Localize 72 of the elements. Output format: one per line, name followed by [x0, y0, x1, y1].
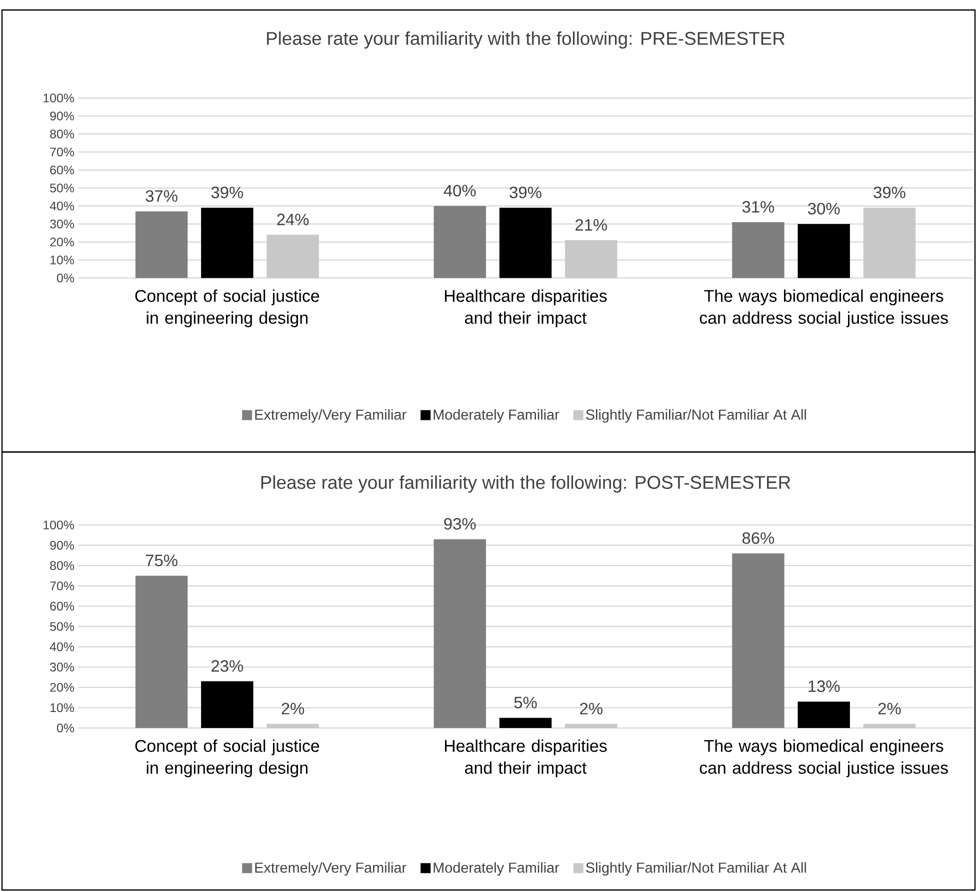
bar: [798, 224, 850, 278]
y-tick-label: 90%: [50, 540, 74, 550]
data-label: 37%: [146, 190, 178, 202]
bar: [732, 222, 784, 278]
data-label: 21%: [576, 219, 607, 231]
legend-label: Extremely/Very Familiar: [255, 409, 406, 423]
bar: [499, 718, 552, 728]
bar: [434, 539, 486, 728]
bar: [201, 681, 254, 728]
data-label: 13%: [808, 680, 840, 692]
data-label: 2%: [282, 702, 304, 714]
y-tick-label: 90%: [50, 112, 74, 120]
x-tick-label: Concept of social justice in engineering design: [135, 740, 320, 778]
y-tick-label: 80%: [50, 561, 74, 570]
bar: [266, 724, 319, 728]
bar: [266, 234, 319, 278]
x-tick-label: The ways biomedical engineers can address social justice issues: [700, 740, 948, 778]
y-tick-label: 80%: [50, 130, 74, 138]
y-tick-label: 70%: [50, 148, 74, 156]
data-label: 2%: [580, 702, 602, 714]
y-tick-label: 30%: [50, 220, 74, 228]
y-tick-label: 10%: [50, 256, 74, 264]
data-label: 75%: [146, 554, 178, 566]
y-tick-label: 0%: [56, 724, 74, 732]
x-tick-label: Healthcare disparities and their impact: [445, 740, 607, 778]
y-tick-label: 10%: [50, 703, 74, 712]
data-label: 2%: [878, 702, 901, 714]
y-tick-label: 30%: [50, 662, 74, 672]
y-tick-label: 70%: [50, 581, 74, 590]
chart-title: Please rate your familiarity with the following: PRE-SEMESTER: [267, 31, 785, 49]
legend-label: Moderately Familiar: [434, 862, 560, 876]
bar: [434, 206, 486, 278]
data-label: 39%: [874, 186, 906, 198]
bar: [135, 211, 188, 278]
y-tick-label: 50%: [50, 184, 74, 192]
y-tick-label: 60%: [50, 166, 74, 174]
bar: [135, 576, 188, 728]
legend-label: Slightly Familiar/Not Familiar At All: [586, 409, 806, 423]
legend-label: Moderately Familiar: [434, 409, 560, 423]
data-label: 5%: [514, 696, 537, 708]
data-label: 39%: [211, 186, 244, 198]
y-tick-label: 40%: [50, 202, 74, 210]
y-tick-label: 40%: [50, 642, 74, 652]
x-tick-label: Concept of social justice in engineering design: [135, 290, 320, 328]
y-tick-label: 20%: [50, 238, 74, 246]
x-tick-label: The ways biomedical engineers can address social justice issues: [700, 290, 948, 328]
x-tick-label: Healthcare disparities and their impact: [445, 290, 607, 328]
data-label: 86%: [742, 532, 774, 544]
bar: [565, 724, 618, 728]
bar: [201, 208, 254, 278]
data-label: 23%: [212, 660, 244, 672]
y-tick-label: 0%: [56, 274, 74, 282]
bar: [499, 208, 552, 278]
y-tick-label: 100%: [44, 94, 74, 102]
y-tick-label: 20%: [50, 682, 74, 692]
y-tick-label: 60%: [50, 602, 74, 611]
legend-label: Extremely/Very Familiar: [255, 862, 406, 876]
data-label: 40%: [444, 184, 476, 196]
data-label: 24%: [277, 214, 309, 226]
bar: [863, 208, 916, 278]
data-label: 39%: [510, 186, 542, 198]
y-tick-label: 50%: [50, 622, 74, 631]
legend-label: Slightly Familiar/Not Familiar At All: [586, 862, 806, 876]
bar: [798, 702, 850, 728]
data-label: 31%: [742, 201, 774, 213]
bar: [863, 724, 916, 728]
bar: [565, 240, 618, 278]
data-label: 93%: [444, 518, 476, 530]
y-tick-label: 100%: [44, 520, 74, 530]
bar: [732, 553, 784, 728]
chart-title: Please rate your familiarity with the following: POST-SEMESTER: [261, 475, 790, 493]
data-label: 30%: [808, 202, 840, 214]
